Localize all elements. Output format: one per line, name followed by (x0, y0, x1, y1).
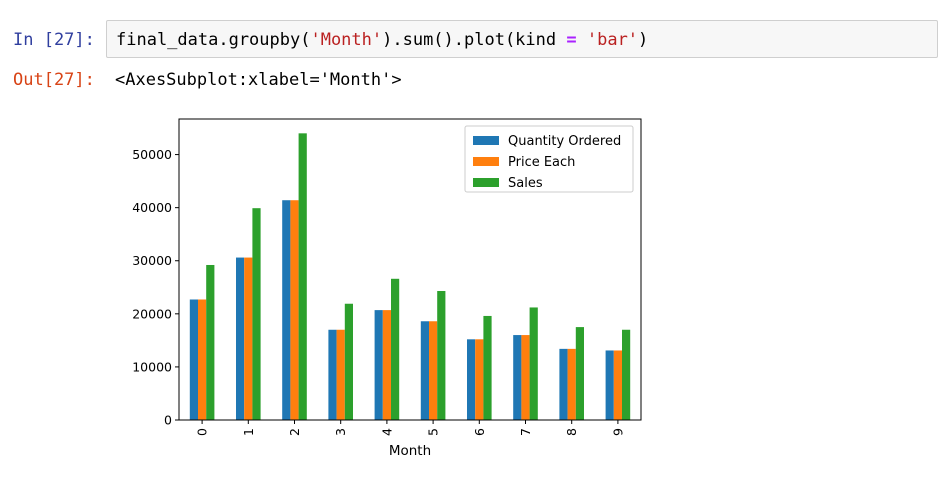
bar (529, 307, 538, 420)
x-tick-label: 5 (426, 428, 441, 436)
code-token: 'bar' (586, 30, 639, 50)
bar (244, 257, 253, 420)
bar (344, 303, 353, 420)
bar-chart: 0 10000 20000 30000 40000 50000 0 1 2 3 4 5 6 7 8 9 Mont… (132, 118, 642, 459)
code-token: ).sum().plot(kind (382, 30, 567, 50)
bar (475, 339, 484, 420)
x-tick-label: 2 (287, 428, 302, 436)
axes-frame (178, 118, 642, 421)
bar (391, 278, 400, 420)
bar (437, 291, 446, 420)
bar (575, 327, 584, 420)
x-tick-label: 3 (333, 428, 348, 436)
bar (282, 200, 291, 420)
code-token (577, 30, 587, 50)
x-axis-label: Month (389, 443, 431, 459)
bar (189, 299, 198, 420)
bar (298, 133, 307, 421)
bar (290, 200, 299, 420)
x-tick-label: 8 (564, 428, 579, 436)
legend-label: Quantity Ordered (508, 134, 621, 149)
input-prompt: In [27]: (13, 30, 95, 50)
bar (559, 348, 568, 420)
bar (198, 299, 207, 420)
bar (206, 264, 215, 420)
legend-box (464, 125, 634, 193)
bar (513, 335, 522, 420)
legend-swatch (473, 136, 499, 145)
code-input-cell[interactable]: final_data.groupby('Month').sum().plot(k… (106, 20, 938, 58)
bar (382, 310, 391, 420)
x-tick-label: 4 (379, 428, 394, 436)
bar (521, 335, 530, 420)
bar (467, 339, 476, 420)
output-text: <AxesSubplot:xlabel='Month'> (115, 70, 402, 90)
y-tick-label: 50000 (132, 147, 172, 162)
bar (567, 348, 576, 420)
x-tick-label: 1 (241, 428, 256, 436)
code-token: final_data.groupby( (116, 30, 311, 50)
x-tick-label: 0 (195, 428, 210, 436)
y-tick-label: 40000 (132, 200, 172, 215)
code-line: final_data.groupby('Month').sum().plot(k… (116, 29, 648, 51)
x-tick-label: 7 (518, 428, 533, 436)
legend-swatch (473, 157, 499, 166)
bar (374, 310, 383, 420)
bar (429, 321, 438, 420)
x-tick-label: 6 (472, 428, 487, 436)
legend-label: Price Each (508, 155, 575, 170)
code-token: ) (638, 30, 649, 50)
bar (605, 350, 614, 420)
y-tick-label: 10000 (132, 359, 172, 374)
output-prompt: Out[27]: (13, 70, 95, 90)
code-token: = (566, 30, 577, 50)
y-tick-label: 20000 (132, 306, 172, 321)
y-tick-label: 30000 (132, 253, 172, 268)
bar (622, 329, 631, 420)
bar (328, 329, 337, 420)
x-tick-label: 9 (610, 428, 625, 436)
bar (420, 321, 429, 420)
y-tick-label: 0 (164, 413, 172, 428)
code-token: 'Month' (310, 30, 383, 50)
bar (236, 257, 245, 420)
legend-swatch (473, 178, 499, 187)
bar (336, 329, 345, 420)
bar (483, 315, 492, 420)
legend-label: Sales (508, 176, 543, 191)
bar (252, 208, 261, 420)
bar (613, 350, 622, 420)
